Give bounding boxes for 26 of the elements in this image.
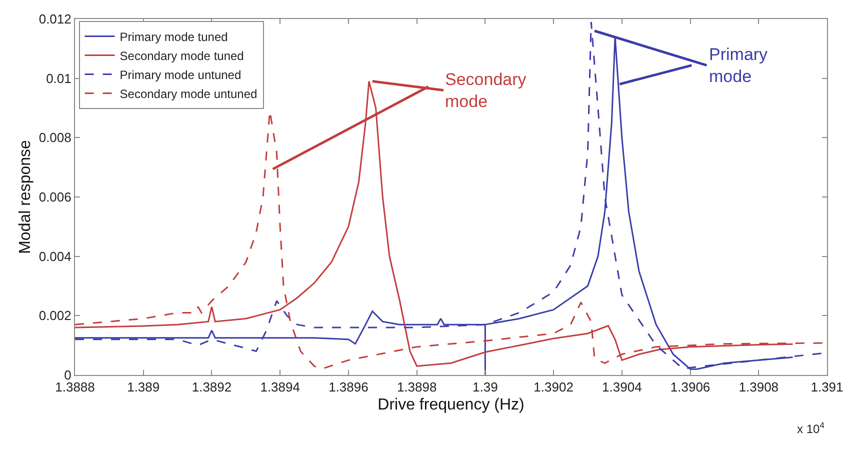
annotation: Primary mode [709, 45, 768, 86]
x-tick-label: 1.3896 [328, 380, 368, 395]
x-tick-label: 1.389 [127, 380, 160, 395]
y-axis-title: Modal response [16, 140, 34, 254]
y-tick-label: 0.004 [38, 248, 72, 264]
x-tick-label: 1.3898 [396, 380, 437, 395]
x-tick-label: 1.3894 [260, 380, 300, 395]
y-tick-label: 0.002 [38, 308, 72, 324]
annotation: Secondary mode [445, 70, 527, 112]
x-tick-label: 1.39 [472, 380, 498, 395]
x-tick-label: 1.3902 [534, 380, 574, 395]
y-tick-label: 0.006 [38, 190, 72, 205]
y-tick-label: 0.01 [46, 70, 72, 86]
legend-label: Primary mode untuned [120, 68, 242, 82]
x-axis-title: Drive frequency (Hz) [378, 396, 524, 414]
x-tick-label: 1.3908 [738, 380, 779, 395]
y-tick-label: 0.008 [38, 130, 72, 146]
text: x 10$^{4}$ [797, 420, 825, 436]
legend-label: Secondary mode untuned [120, 86, 258, 101]
legend-label: Primary mode tuned [120, 30, 228, 44]
x-tick-label: 1.3892 [192, 380, 232, 395]
y-tick-label: 0.012 [38, 12, 72, 27]
x-tick-label: 1.3906 [670, 380, 710, 395]
x-tick-label: 1.391 [810, 380, 844, 395]
x-tick-label: 1.3904 [602, 380, 642, 395]
legend-label: Secondary mode tuned [120, 48, 244, 63]
